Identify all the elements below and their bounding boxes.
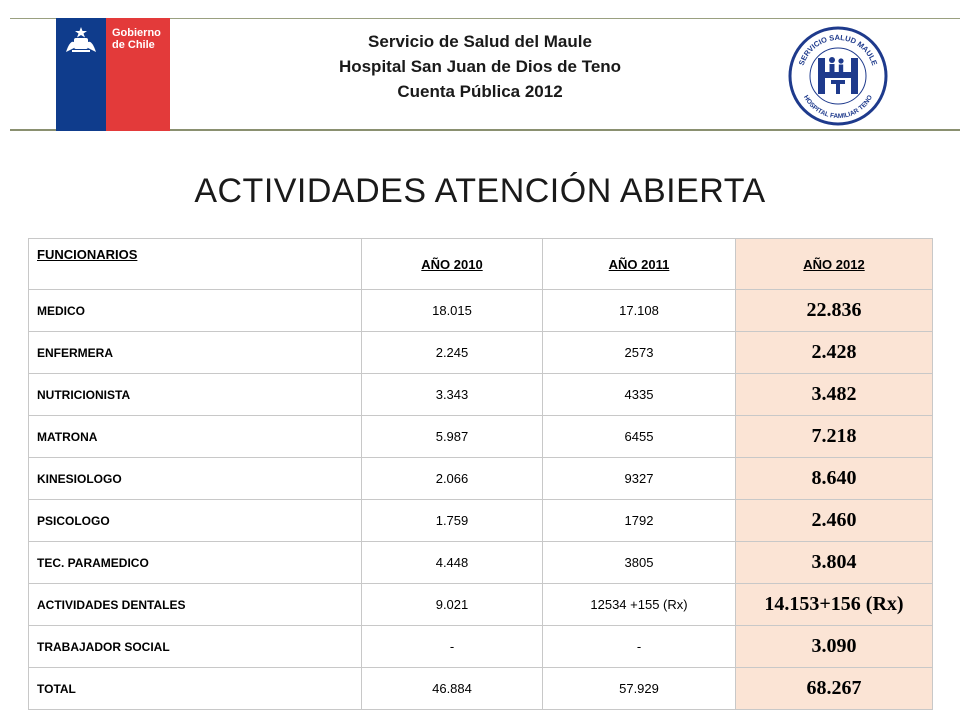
row-label: TEC. PARAMEDICO bbox=[28, 541, 362, 584]
header-line-hospital: Hospital San Juan de Dios de Teno bbox=[338, 57, 622, 76]
cell-2011: 17.108 bbox=[542, 289, 736, 332]
chile-crest-icon bbox=[66, 27, 96, 52]
gobierno-text-line1: Gobierno bbox=[112, 27, 161, 39]
cell-2011: 3805 bbox=[542, 541, 736, 584]
page-title: ACTIVIDADES ATENCIÓN ABIERTA bbox=[194, 172, 766, 210]
column-header-2011: AÑO 2011 bbox=[542, 238, 736, 290]
cell-2012: 3.090 bbox=[735, 625, 933, 668]
cell-2012: 2.428 bbox=[735, 331, 933, 374]
cell-2010: - bbox=[361, 625, 543, 668]
cell-2010: 4.448 bbox=[361, 541, 543, 584]
cell-2010: 46.884 bbox=[361, 667, 543, 710]
gobierno-text-line2: de Chile bbox=[112, 39, 155, 51]
logo-red-band: Gobierno de Chile bbox=[106, 18, 170, 131]
row-label: MATRONA bbox=[28, 415, 362, 458]
row-label: ENFERMERA bbox=[28, 331, 362, 374]
row-label: MEDICO bbox=[28, 289, 362, 332]
cell-2012: 2.460 bbox=[735, 499, 933, 542]
row-label: TOTAL bbox=[28, 667, 362, 710]
cell-2011: 1792 bbox=[542, 499, 736, 542]
row-label: NUTRICIONISTA bbox=[28, 373, 362, 416]
cell-2011: 4335 bbox=[542, 373, 736, 416]
cell-2012: 14.153+156 (Rx) bbox=[735, 583, 933, 626]
row-label: ACTIVIDADES DENTALES bbox=[28, 583, 362, 626]
gobierno-de-chile-logo: Gobierno de Chile bbox=[56, 18, 170, 131]
table-row: MATRONA 5.987 6455 7.218 bbox=[28, 415, 933, 458]
header-text: Servicio de Salud del Maule Hospital San… bbox=[240, 29, 720, 104]
cell-2012: 7.218 bbox=[735, 415, 933, 458]
cell-2012: 3.482 bbox=[735, 373, 933, 416]
header-line-servicio: Servicio de Salud del Maule bbox=[368, 32, 592, 51]
cell-2010: 5.987 bbox=[361, 415, 543, 458]
table-row: PSICOLOGO 1.759 1792 2.460 bbox=[28, 499, 933, 542]
table-row: KINESIOLOGO 2.066 9327 8.640 bbox=[28, 457, 933, 500]
cell-2010: 9.021 bbox=[361, 583, 543, 626]
table-row: TOTAL 46.884 57.929 68.267 bbox=[28, 667, 933, 710]
cell-2011: 9327 bbox=[542, 457, 736, 500]
table-row: ACTIVIDADES DENTALES 9.021 12534 +155 (Rx)… bbox=[28, 583, 933, 626]
cell-2010: 18.015 bbox=[361, 289, 543, 332]
header-line-cuenta: Cuenta Pública 2012 bbox=[397, 82, 563, 101]
row-label: PSICOLOGO bbox=[28, 499, 362, 542]
cell-2011: 12534 +155 (Rx) bbox=[542, 583, 736, 626]
cell-2010: 1.759 bbox=[361, 499, 543, 542]
cell-2012: 8.640 bbox=[735, 457, 933, 500]
table-row: ENFERMERA 2.245 2573 2.428 bbox=[28, 331, 933, 374]
activities-table: FUNCIONARIOS AÑO 2010 AÑO 2011 AÑO 2012 … bbox=[28, 238, 933, 710]
cell-2012: 68.267 bbox=[735, 667, 933, 710]
row-label: TRABAJADOR SOCIAL bbox=[28, 625, 362, 668]
cell-2011: - bbox=[542, 625, 736, 668]
cell-2012: 3.804 bbox=[735, 541, 933, 584]
cell-2011: 2573 bbox=[542, 331, 736, 374]
cell-2010: 3.343 bbox=[361, 373, 543, 416]
table-row: NUTRICIONISTA 3.343 4335 3.482 bbox=[28, 373, 933, 416]
cell-2010: 2.066 bbox=[361, 457, 543, 500]
table-header-row: FUNCIONARIOS AÑO 2010 AÑO 2011 AÑO 2012 bbox=[28, 238, 933, 290]
table-row: TRABAJADOR SOCIAL - -3.090 bbox=[28, 625, 933, 668]
family-cross-icon bbox=[818, 57, 858, 94]
header-frame bbox=[10, 18, 960, 131]
column-header-2010: AÑO 2010 bbox=[361, 238, 543, 290]
table-row: MEDICO 18.015 17.108 22.836 bbox=[28, 289, 933, 332]
cell-2010: 2.245 bbox=[361, 331, 543, 374]
column-header-2012: AÑO 2012 bbox=[735, 238, 933, 290]
cell-2012: 22.836 bbox=[735, 289, 933, 332]
row-label: KINESIOLOGO bbox=[28, 457, 362, 500]
table-row: TEC. PARAMEDICO 4.448 3805 3.804 bbox=[28, 541, 933, 584]
hospital-teno-logo: SERVICIO SALUD MAULE HOSPITAL FAMILIAR T… bbox=[788, 26, 888, 126]
column-header-funcionarios: FUNCIONARIOS bbox=[28, 238, 362, 290]
logo-blue-band bbox=[56, 18, 106, 131]
cell-2011: 6455 bbox=[542, 415, 736, 458]
cell-2011: 57.929 bbox=[542, 667, 736, 710]
